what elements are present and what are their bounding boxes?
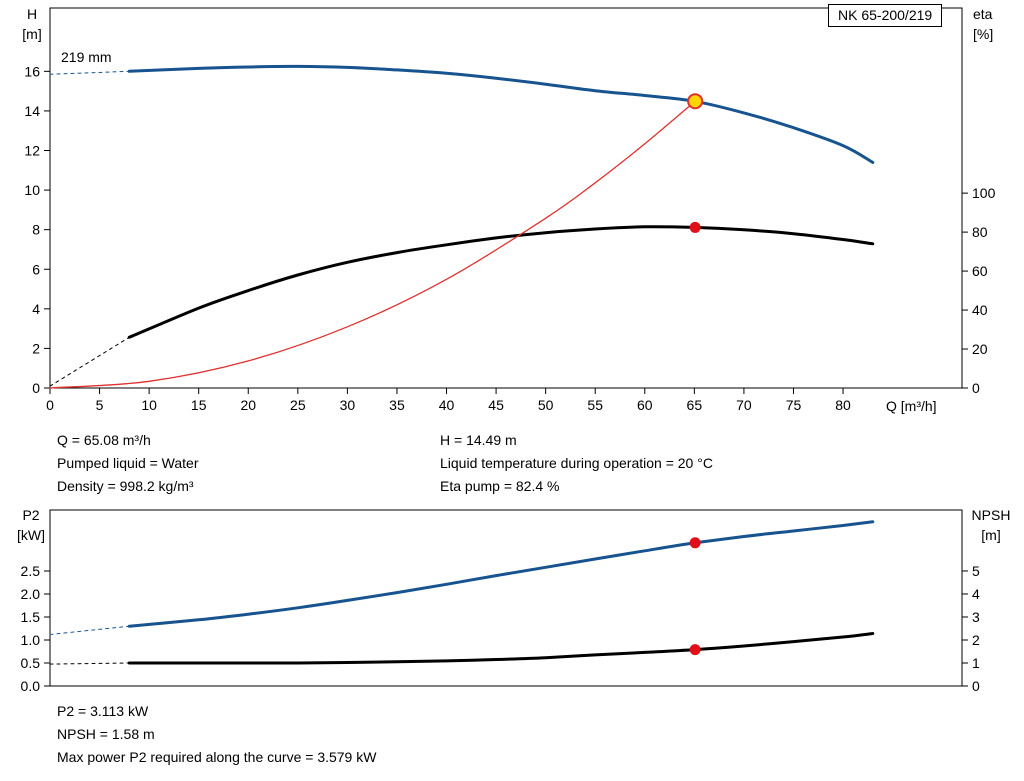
npsh-curve-dashed <box>49 662 130 665</box>
info-p2: P2 = 3.113 kW <box>57 703 149 719</box>
duty-info-left: Q = 65.08 m³/h Pumped liquid = Water Den… <box>57 429 199 498</box>
duty-info-right: H = 14.49 m Liquid temperature during op… <box>440 429 713 498</box>
x-tick-label: 0 <box>46 397 54 413</box>
y-right-tick-label: 5 <box>972 563 980 579</box>
h-axis-header-symbol: H <box>26 6 38 22</box>
p2-curve <box>127 520 875 628</box>
x-tick-label: 65 <box>687 397 703 413</box>
x-tick-label: 70 <box>736 397 752 413</box>
eta-curve <box>127 225 875 339</box>
y-right-tick-label: 80 <box>972 224 988 240</box>
x-tick-label: 30 <box>340 397 356 413</box>
y-right-tick-label: 4 <box>972 586 980 602</box>
h-axis-header-unit: [m] <box>22 26 42 42</box>
y-left-tick-label: 14 <box>24 103 40 119</box>
info-flow: Q = 65.08 m³/h <box>57 432 151 448</box>
npsh-axis-header-symbol: NPSH <box>971 507 1011 523</box>
y-left-tick-label: 2 <box>32 340 40 356</box>
x-tick-label: 60 <box>637 397 653 413</box>
y-left-tick-label: 6 <box>32 261 40 277</box>
head-eta-chart-frame <box>49 7 963 389</box>
y-right-tick-label: 2 <box>972 632 980 648</box>
y-right-tick-label: 1 <box>972 655 980 671</box>
y-left-tick-label: 8 <box>32 222 40 238</box>
y-right-tick-label: 0 <box>972 380 980 396</box>
y-left-tick-label: 16 <box>24 63 40 79</box>
y-right-tick-label: 100 <box>972 185 996 201</box>
y-left-tick-label: 1.5 <box>21 609 41 625</box>
x-tick-label: 75 <box>786 397 802 413</box>
info-density: Density = 998.2 kg/m³ <box>57 478 194 494</box>
power-info: P2 = 3.113 kW NPSH = 1.58 m Max power P2… <box>57 700 376 769</box>
q-axis-label: Q [m³/h] <box>886 398 937 414</box>
y-left-tick-label: 0.0 <box>21 678 41 694</box>
y-right-tick-label: 20 <box>972 341 988 357</box>
duty-point-npsh <box>689 644 701 656</box>
y-left-tick-label: 2.5 <box>21 563 41 579</box>
x-tick-label: 55 <box>587 397 603 413</box>
x-tick-label: 35 <box>389 397 405 413</box>
info-npsh: NPSH = 1.58 m <box>57 726 155 742</box>
y-right-tick-label: 40 <box>972 302 988 318</box>
p2-axis-header-symbol: P2 <box>22 507 40 523</box>
duty-curve <box>49 100 696 389</box>
y-left-tick-label: 12 <box>24 143 40 159</box>
x-tick-label: 45 <box>488 397 504 413</box>
eta-axis-header-symbol: eta <box>973 6 993 22</box>
npsh-curve <box>127 632 875 665</box>
x-tick-label: 40 <box>439 397 455 413</box>
pump-type-box: NK 65-200/219 <box>828 4 943 27</box>
y-left-tick-label: 0 <box>32 380 40 396</box>
x-tick-label: 15 <box>191 397 207 413</box>
y-left-tick-label: 10 <box>24 182 40 198</box>
eta-axis-header: eta [%] <box>973 4 1023 44</box>
x-tick-label: 5 <box>96 397 104 413</box>
info-eta-pump: Eta pump = 82.4 % <box>440 478 560 494</box>
info-head: H = 14.49 m <box>440 432 517 448</box>
p2-curve-dashed <box>49 625 130 635</box>
p2-npsh-chart-frame <box>49 509 963 687</box>
h-axis-header: H [m] <box>10 4 54 44</box>
eta-curve-dashed <box>49 336 130 387</box>
x-tick-label: 50 <box>538 397 554 413</box>
duty-point-head <box>687 93 704 110</box>
y-right-tick-label: 60 <box>972 263 988 279</box>
duty-point-eta <box>689 221 701 233</box>
p2-axis-header: P2 [kW] <box>8 505 54 545</box>
y-right-tick-label: 3 <box>972 609 980 625</box>
y-left-tick-label: 4 <box>32 301 40 317</box>
y-left-tick-label: 1.0 <box>21 632 41 648</box>
info-max-power: Max power P2 required along the curve = … <box>57 749 377 765</box>
info-pumped-liquid: Pumped liquid = Water <box>57 455 199 471</box>
y-right-tick-label: 0 <box>972 678 980 694</box>
x-tick-label: 20 <box>240 397 256 413</box>
p2-axis-header-unit: [kW] <box>17 527 45 543</box>
head-curve <box>127 64 875 164</box>
x-tick-label: 80 <box>835 397 851 413</box>
duty-point-p2 <box>689 537 701 549</box>
npsh-axis-header: NPSH [m] <box>962 505 1020 545</box>
y-left-tick-label: 0.5 <box>21 655 41 671</box>
y-left-tick-label: 2.0 <box>21 586 41 602</box>
pump-type-label: NK 65-200/219 <box>838 7 933 23</box>
info-liquid-temperature: Liquid temperature during operation = 20… <box>440 455 713 471</box>
x-tick-label: 25 <box>290 397 306 413</box>
eta-axis-header-unit: [%] <box>973 26 994 42</box>
npsh-axis-header-unit: [m] <box>981 527 1001 543</box>
x-tick-label: 10 <box>141 397 157 413</box>
impeller-diameter-label: 219 mm <box>61 49 112 65</box>
head-curve-dashed <box>49 70 130 75</box>
